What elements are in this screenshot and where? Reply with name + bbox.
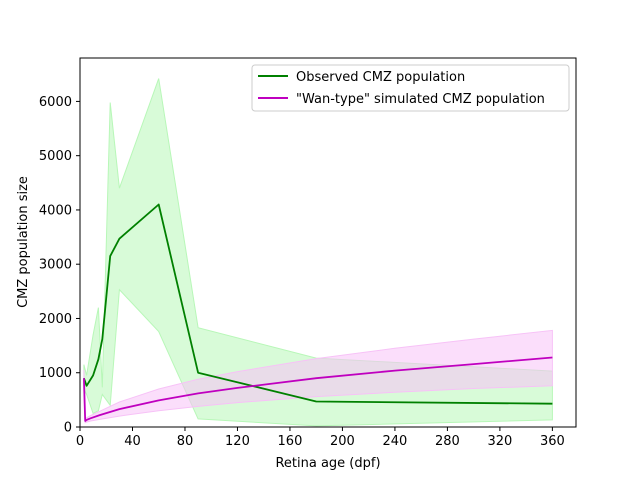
x-tick-label: 160 xyxy=(278,434,303,449)
x-tick-label: 0 xyxy=(76,434,84,449)
x-tick-label: 80 xyxy=(177,434,194,449)
y-tick-label: 4000 xyxy=(39,203,72,218)
confidence-bands xyxy=(83,78,553,427)
x-tick-label: 320 xyxy=(487,434,512,449)
y-tick-label: 3000 xyxy=(39,258,72,273)
legend: Observed CMZ population "Wan-type" simul… xyxy=(251,64,570,112)
x-tick-label: 40 xyxy=(124,434,141,449)
x-tick-label: 240 xyxy=(383,434,408,449)
line-observed xyxy=(83,203,553,405)
line-simulated xyxy=(83,356,553,422)
plot-frame xyxy=(79,57,577,428)
legend-box xyxy=(251,64,570,112)
band-simulated xyxy=(83,329,553,424)
y-tick-label: 0 xyxy=(64,421,72,436)
y-axis-label: CMZ population size xyxy=(16,176,31,308)
y-tick-label: 5000 xyxy=(39,149,72,164)
x-tick-label: 200 xyxy=(330,434,355,449)
x-tick-label: 360 xyxy=(540,434,565,449)
x-tick-label: 280 xyxy=(435,434,460,449)
x-axis-ticks: 0 40 80 120 160 200 240 280 320 360 xyxy=(76,427,565,449)
band-observed xyxy=(83,78,553,427)
x-axis-label: Retina age (dpf) xyxy=(275,456,380,471)
y-tick-label: 1000 xyxy=(39,366,72,381)
x-tick-label: 120 xyxy=(225,434,250,449)
legend-label-simulated: "Wan-type" simulated CMZ population xyxy=(296,92,545,107)
y-axis-ticks: 0 1000 2000 3000 4000 5000 6000 xyxy=(39,95,80,436)
y-tick-label: 2000 xyxy=(39,312,72,327)
legend-label-observed: Observed CMZ population xyxy=(296,70,465,85)
series-lines xyxy=(83,203,553,422)
y-tick-label: 6000 xyxy=(39,95,72,110)
